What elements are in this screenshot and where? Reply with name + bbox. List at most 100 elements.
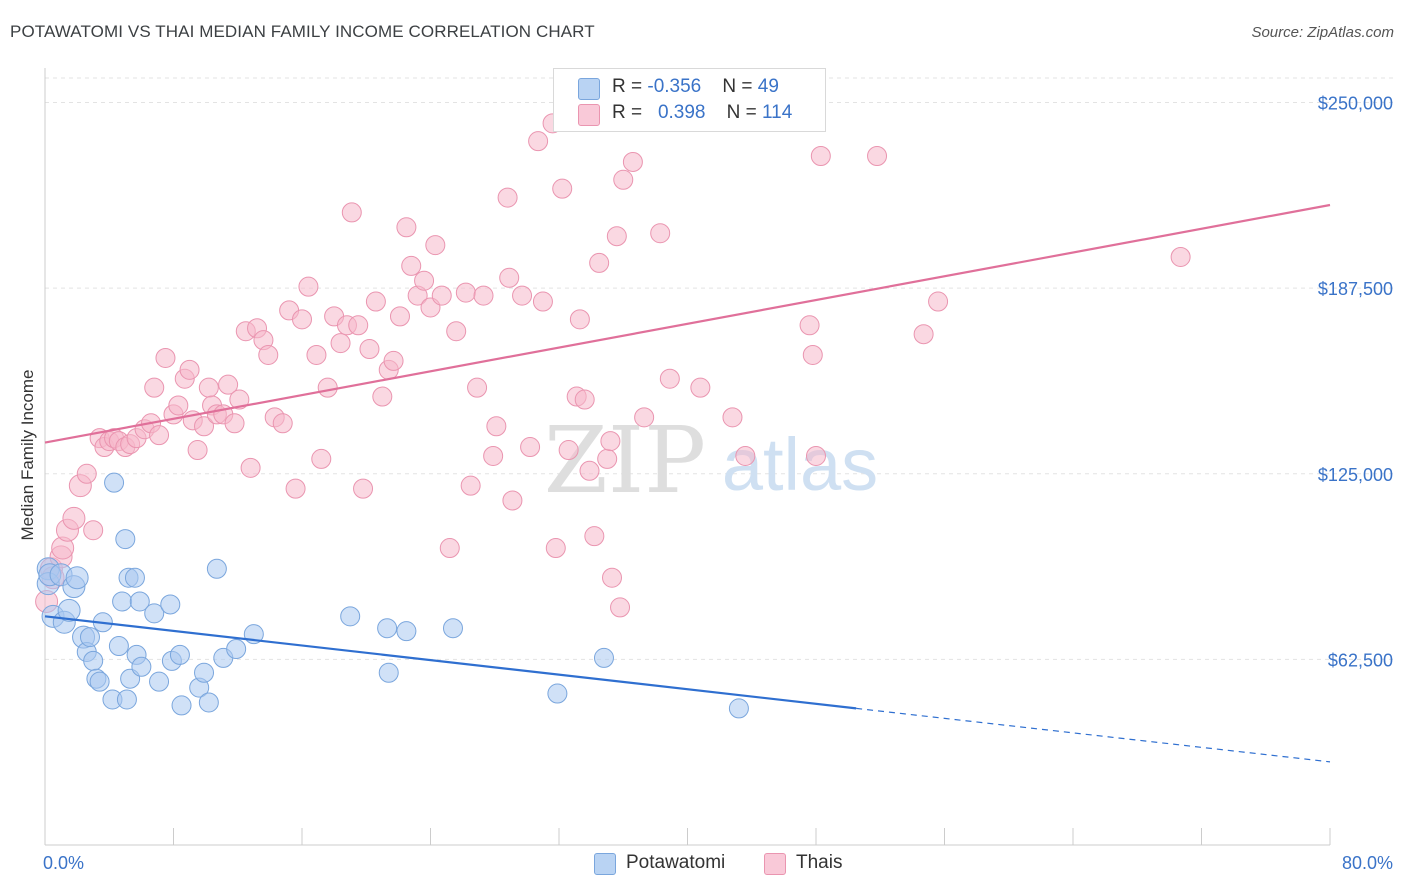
potawatomi-point-20 — [115, 529, 136, 550]
thai-point-45 — [285, 478, 306, 499]
thai-point-81 — [512, 285, 533, 306]
thai-point-88 — [558, 440, 579, 461]
thai-point-8 — [76, 463, 97, 484]
stats-legend: R = -0.356 N = 49 R = 0.398 N = 114 — [553, 68, 826, 132]
potawatomi-n-value: 49 — [757, 76, 779, 97]
thai-point-20 — [144, 377, 165, 398]
thai-point-21 — [149, 425, 170, 446]
thai-point-94 — [589, 252, 610, 273]
thai-point-104 — [659, 368, 680, 389]
thai-point-113 — [913, 324, 934, 345]
thai-point-41 — [258, 344, 279, 365]
potawatomi-points — [36, 472, 749, 719]
thai-point-90 — [569, 309, 590, 330]
potawatomi-point-30 — [160, 594, 181, 615]
thai-point-80 — [502, 490, 523, 511]
thai-point-101 — [622, 151, 643, 172]
thai-point-100 — [613, 169, 634, 190]
thai-point-87 — [552, 178, 573, 199]
thai-point-107 — [735, 445, 756, 466]
thai-point-84 — [532, 291, 553, 312]
gridlines — [45, 77, 1395, 660]
thai-point-38 — [240, 457, 261, 478]
thai-point-61 — [383, 350, 404, 371]
potawatomi-point-8 — [65, 566, 89, 590]
x-tick-label-min: 0.0% — [43, 853, 84, 873]
thai-n-label: N = — [726, 102, 762, 123]
thai-point-63 — [396, 217, 417, 238]
potawatomi-r-label: R = — [612, 76, 648, 97]
potawatomi-point-32 — [169, 644, 190, 665]
thai-point-30 — [198, 377, 219, 398]
thai-point-64 — [401, 255, 422, 276]
thai-r-value: 0.398 — [657, 102, 706, 123]
thai-point-102 — [634, 407, 655, 428]
thai-point-115 — [1170, 246, 1191, 267]
potawatomi-point-36 — [198, 692, 219, 713]
thai-point-77 — [486, 416, 507, 437]
potawatomi-point-46 — [547, 683, 568, 704]
y-tick-label-1: $125,000 — [1318, 465, 1393, 485]
potawatomi-trend-line — [44, 615, 857, 710]
thai-point-50 — [317, 377, 338, 398]
thai-point-49 — [311, 448, 332, 469]
thai-point-69 — [431, 285, 452, 306]
thai-point-99 — [610, 597, 631, 618]
thai-point-82 — [520, 437, 541, 458]
thai-point-95 — [597, 448, 618, 469]
thai-point-83 — [528, 131, 549, 152]
thai-point-72 — [455, 282, 476, 303]
thai-point-71 — [446, 321, 467, 342]
thai-point-109 — [802, 344, 823, 365]
potawatomi-point-35 — [194, 662, 215, 683]
thai-point-66 — [414, 270, 435, 291]
watermark: ZIP atlas — [544, 407, 878, 514]
thai-point-22 — [155, 347, 176, 368]
thai-point-103 — [650, 223, 671, 244]
thai-point-73 — [460, 475, 481, 496]
potawatomi-point-41 — [340, 606, 361, 627]
potawatomi-point-29 — [149, 671, 170, 692]
thai-point-86 — [545, 538, 566, 559]
thai-point-114 — [928, 291, 949, 312]
thai-point-26 — [179, 359, 200, 380]
potawatomi-point-48 — [728, 698, 749, 719]
thai-point-93 — [584, 526, 605, 547]
potawatomi-point-18 — [108, 636, 129, 657]
potawatomi-point-17 — [104, 472, 125, 493]
thai-point-9 — [83, 520, 104, 541]
potawatomi-point-37 — [206, 558, 227, 579]
thai-point-58 — [365, 291, 386, 312]
thai-point-47 — [298, 276, 319, 297]
y-tick-label-0: $62,500 — [1328, 650, 1393, 670]
potawatomi-point-11 — [79, 627, 100, 648]
thai-point-70 — [439, 538, 460, 559]
thai-point-46 — [292, 309, 312, 330]
thais-legend-label: Thais — [796, 852, 843, 873]
thai-point-97 — [602, 567, 623, 588]
potawatomi-point-24 — [124, 567, 145, 588]
thai-point-98 — [606, 226, 627, 247]
thai-point-78 — [497, 187, 518, 208]
axes — [44, 68, 1331, 846]
thai-point-110 — [806, 445, 826, 466]
potawatomi-point-33 — [171, 695, 192, 716]
thai-point-111 — [810, 146, 831, 167]
potawatomi-point-45 — [442, 618, 463, 639]
y-tick-labels: $62,500 $125,000 $187,500 $250,000 — [1318, 94, 1393, 671]
thai-point-74 — [467, 377, 488, 398]
thai-point-62 — [389, 306, 410, 327]
thai-point-43 — [272, 413, 293, 434]
thai-point-108 — [799, 315, 820, 336]
potawatomi-legend-swatch — [594, 853, 616, 875]
thai-swatch — [578, 104, 600, 126]
potawatomi-point-12 — [83, 650, 104, 671]
thai-point-57 — [359, 339, 380, 360]
thai-point-96 — [600, 431, 621, 452]
thai-point-48 — [306, 344, 327, 365]
potawatomi-point-43 — [378, 662, 399, 683]
potawatomi-point-28 — [144, 603, 165, 624]
potawatomi-point-27 — [131, 656, 152, 677]
potawatomi-point-26 — [129, 591, 150, 612]
